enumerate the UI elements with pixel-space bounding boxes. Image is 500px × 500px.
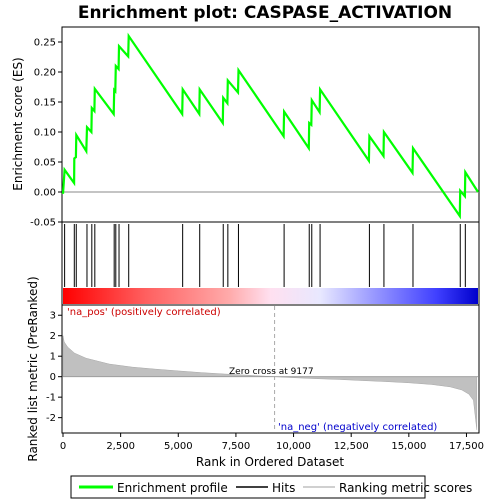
es-y-tick-label: 0.00 xyxy=(34,188,56,199)
x-tick-label: 15,000 xyxy=(391,441,426,452)
metric-y-axis: -2 -1 0 1 2 3 xyxy=(46,311,62,424)
metric-y-tick-label: -1 xyxy=(46,393,56,404)
pos-label: 'na_pos' (positively correlated) xyxy=(67,307,221,318)
metric-y-tick-label: 2 xyxy=(50,331,56,342)
rank-x-axis: 0 2,500 5,000 7,500 10,000 12,500 15,000 17,500 xyxy=(60,433,484,452)
metric-y-tick-label: 3 xyxy=(50,311,56,322)
chart-title: Enrichment plot: CASPASE_ACTIVATION xyxy=(78,3,452,23)
es-y-tick-label: 0.05 xyxy=(34,158,56,169)
x-tick-label: 2,500 xyxy=(106,441,135,452)
ranking-metric-area xyxy=(62,335,478,430)
x-tick-label: 5,000 xyxy=(164,441,193,452)
hits-markers xyxy=(64,224,466,287)
es-y-tick-label: -0.05 xyxy=(30,218,56,229)
es-panel-frame xyxy=(61,26,480,223)
enrichment-profile-series xyxy=(61,32,479,220)
metric-y-tick-label: 0 xyxy=(50,372,56,383)
es-y-axis-label: Enrichment score (ES) xyxy=(11,57,25,190)
es-y-tick-label: 0.25 xyxy=(34,38,56,49)
x-tick-label: 10,000 xyxy=(276,441,311,452)
metric-y-tick-label: -2 xyxy=(46,413,56,424)
x-tick-label: 0 xyxy=(60,441,66,452)
legend-hits-label: Hits xyxy=(272,481,295,495)
es-y-tick-label: 0.15 xyxy=(34,98,56,109)
x-tick-label: 12,500 xyxy=(334,441,369,452)
neg-label: 'na_neg' (negatively correlated) xyxy=(278,422,437,433)
zero-cross-label: Zero cross at 9177 xyxy=(229,367,314,377)
x-tick-label: 7,500 xyxy=(222,441,251,452)
enrichment-profile-line xyxy=(61,32,479,220)
metric-y-tick-label: 1 xyxy=(50,352,56,363)
es-y-tick-label: 0.10 xyxy=(34,128,56,139)
legend-enrichment-label: Enrichment profile xyxy=(117,481,228,495)
metric-panel-frame xyxy=(61,304,480,434)
x-tick-label: 17,500 xyxy=(449,441,484,452)
x-axis-label: Rank in Ordered Dataset xyxy=(196,455,344,469)
metric-y-axis-label: Ranked list metric (PreRanked) xyxy=(26,276,40,461)
es-y-axis: -0.05 0.00 0.05 0.10 0.15 0.20 0.25 xyxy=(30,38,62,229)
legend-metric-label: Ranking metric scores xyxy=(339,481,472,495)
ranking-metric-series xyxy=(62,335,478,430)
es-y-tick-label: 0.20 xyxy=(34,68,56,79)
rank-color-bar xyxy=(63,288,478,304)
